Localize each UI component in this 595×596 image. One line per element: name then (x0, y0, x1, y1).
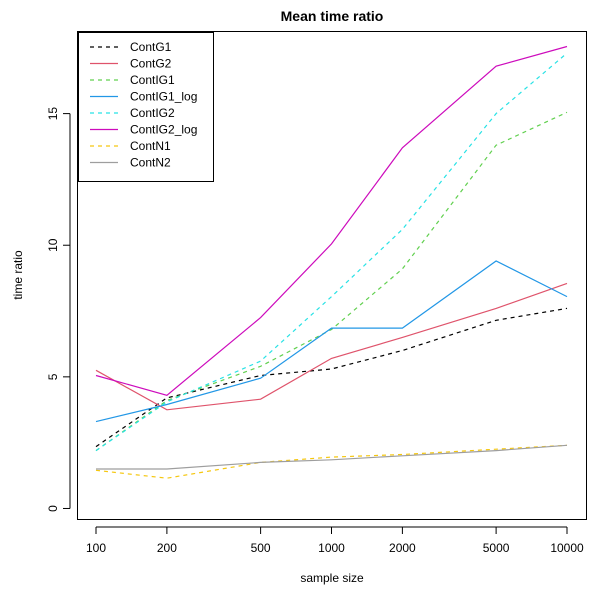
legend-label: ContIG1 (130, 73, 175, 87)
x-tick-label: 2000 (389, 541, 416, 555)
y-axis-title: time ratio (11, 250, 25, 300)
series-line-contg1 (95, 307, 568, 448)
x-axis: 100 200 500 1000 2000 5000 10000 (86, 526, 584, 555)
legend-label: ContIG1_log (130, 90, 197, 104)
series-line-contig2 (95, 52, 568, 452)
legend-label: ContIG2_log (130, 123, 197, 137)
series-line-contig1-log (95, 260, 568, 423)
x-axis-title: sample size (300, 571, 364, 585)
legend-box (78, 32, 214, 182)
series-line-contig2-log (95, 45, 568, 396)
series-layer (95, 45, 568, 479)
series-line-contg2 (95, 282, 568, 411)
x-tick-label: 10000 (550, 541, 584, 555)
plot-frame (77, 31, 587, 520)
y-tick-label: 15 (46, 107, 60, 121)
legend-label: ContN2 (130, 156, 171, 170)
series-line-contig1 (95, 111, 568, 452)
x-tick-label: 200 (157, 541, 177, 555)
y-axis: 0 5 10 15 (46, 107, 71, 512)
y-tick-label: 10 (46, 238, 60, 252)
legend-label: ContG1 (130, 40, 172, 54)
series-line-contn2 (96, 444, 568, 470)
legend-label: ContIG2 (130, 106, 175, 120)
x-tick-label: 5000 (483, 541, 510, 555)
x-tick-label: 100 (86, 541, 106, 555)
x-tick-label: 1000 (318, 541, 345, 555)
legend: ContG1 ContG2 ContIG1 ContIG1_log ContIG2 Con… (78, 32, 214, 182)
legend-label: ContG2 (130, 57, 172, 71)
chart-title: Mean time ratio (281, 8, 384, 24)
x-tick-label: 500 (251, 541, 271, 555)
y-tick-label: 5 (46, 373, 60, 380)
y-tick-label: 0 (46, 505, 60, 512)
series-line-contn1 (95, 444, 568, 479)
legend-label: ContN1 (130, 139, 171, 153)
